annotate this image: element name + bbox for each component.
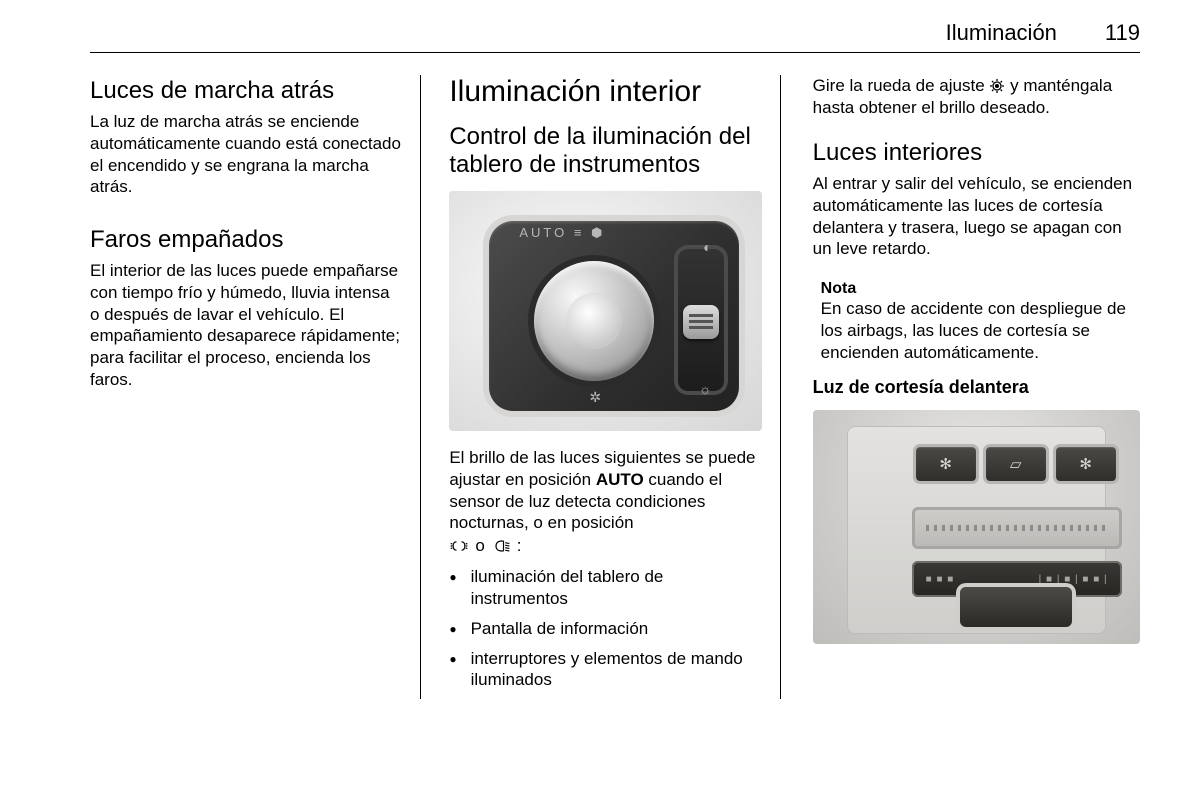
brightness-intro-text: El brillo de las luces siguientes se pue…: [449, 447, 761, 534]
reverse-lights-heading: Luces de marcha atrás: [90, 77, 402, 105]
interior-lights-heading: Luces interiores: [813, 139, 1140, 167]
header-page-number: 119: [1105, 20, 1140, 46]
reading-light-left-icon: ✻: [916, 447, 976, 481]
icons-o: o: [475, 536, 484, 556]
column-1: Luces de marcha atrás La luz de marcha a…: [90, 75, 421, 699]
front-courtesy-heading: Luz de cortesía delantera: [813, 377, 1140, 398]
misted-headlights-text: El interior de las luces puede empañarse…: [90, 260, 402, 391]
bullet-0: iluminación del tablero de instrumentos: [471, 566, 762, 610]
note-title: Nota: [821, 280, 1140, 298]
light-dial-image: AUTO ≡ ⬢ ✲ ◐ ☼: [449, 191, 761, 431]
overhead-console-image: ✻ ▱ ✻ ■ ■ ■ | ■ | ■ | ■ ■ |: [813, 410, 1140, 644]
interior-lights-text: Al entrar y salir del vehículo, se encie…: [813, 173, 1140, 260]
columns: Luces de marcha atrás La luz de marcha a…: [90, 75, 1140, 699]
page: Iluminación 119 Luces de marcha atrás La…: [0, 0, 1200, 802]
list-item: iluminación del tablero de instrumentos: [449, 566, 761, 610]
low-beam-icon: [491, 539, 511, 553]
brightness-slider: [674, 245, 728, 395]
bullet-2: interruptores y elementos de mando ilumi…: [471, 648, 762, 692]
reading-light-right-icon: ✻: [1056, 447, 1116, 481]
dash-light-icon: ☼: [699, 381, 712, 397]
dial-knob: [534, 261, 654, 381]
interior-lighting-h1: Iluminación interior: [449, 75, 761, 109]
panel-illumination-h2: Control de la iluminación del tablero de…: [449, 123, 761, 179]
thumbwheel-instruction: Gire la rueda de ajuste y manténgala has…: [813, 75, 1140, 119]
console-button-row: ✻ ▱ ✻: [916, 447, 1116, 481]
note-block: Nota En caso de accidente con despliegue…: [821, 280, 1140, 363]
header-section-title: Iluminación: [946, 20, 1057, 46]
column-2: Iluminación interior Control de la ilumi…: [449, 75, 780, 699]
icons-colon: :: [517, 536, 522, 556]
brightness-thumb-icon: [683, 305, 719, 339]
thumbwheel-text-a: Gire la rueda de ajuste: [813, 76, 990, 95]
bullet-1: Pantalla de información: [471, 618, 649, 640]
note-body: En caso de accidente con despliegue de l…: [821, 298, 1140, 363]
rearview-mirror-icon: [960, 587, 1072, 627]
park-light-icon: ✲: [589, 389, 601, 406]
list-item: interruptores y elementos de mando ilumi…: [449, 648, 761, 692]
panel-text-left: ■ ■ ■: [926, 574, 955, 585]
console-diffuser: [912, 507, 1122, 549]
position-icons-line: o :: [449, 536, 761, 556]
console-frame: ✻ ▱ ✻ ■ ■ ■ | ■ | ■ | ■ ■ |: [847, 426, 1106, 634]
headlamp-icon: ◐: [703, 239, 711, 255]
thumbwheel-icon: [989, 76, 1005, 98]
misted-headlights-heading: Faros empañados: [90, 226, 402, 254]
reverse-lights-text: La luz de marcha atrás se enciende autom…: [90, 111, 402, 198]
dome-light-icon: ▱: [986, 447, 1046, 481]
panel-text-right: | ■ | ■ | ■ ■ |: [1039, 574, 1108, 585]
page-header: Iluminación 119: [90, 20, 1140, 53]
brightness-bullet-list: iluminación del tablero de instrumentos …: [449, 566, 761, 699]
auto-word: AUTO: [596, 470, 644, 489]
dial-top-labels: AUTO ≡ ⬢: [519, 225, 605, 241]
column-3: Gire la rueda de ajuste y manténgala has…: [809, 75, 1140, 699]
list-item: Pantalla de información: [449, 618, 761, 640]
sidelights-icon: [449, 539, 469, 553]
